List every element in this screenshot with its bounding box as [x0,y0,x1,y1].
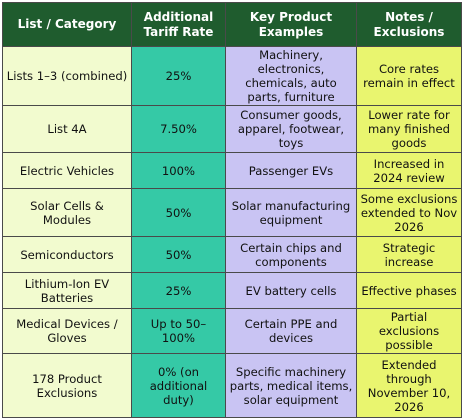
row-products: EV battery cells [225,272,357,309]
header-row: List / Category Additional Tariff Rate K… [2,2,462,47]
row-rate: 25% [131,46,226,106]
header-notes: Notes / Exclusions [356,2,462,47]
table-row: List 4A 7.50% Consumer goods, apparel, f… [2,105,462,153]
row-rate: Up to 50–100% [131,308,226,354]
row-notes: Extended through November 10, 2026 [356,353,462,418]
row-category: 178 Product Exclusions [2,353,132,418]
row-products: Solar manufacturing equipment [225,188,357,237]
row-category: Electric Vehicles [2,152,132,189]
table-row: Medical Devices / Gloves Up to 50–100% C… [2,308,462,354]
row-rate: 25% [131,272,226,309]
table-row: Solar Cells & Modules 50% Solar manufact… [2,188,462,237]
table-row: Lists 1–3 (combined) 25% Machinery, elec… [2,46,462,106]
row-products: Machinery, electronics, chemicals, auto … [225,46,357,106]
row-category: Lithium-Ion EV Batteries [2,272,132,309]
row-rate: 100% [131,152,226,189]
header-category: List / Category [2,2,132,47]
row-category: Semiconductors [2,236,132,273]
row-category: Lists 1–3 (combined) [2,46,132,106]
row-rate: 0% (on additional duty) [131,353,226,418]
row-rate: 50% [131,236,226,273]
row-products: Specific machinery parts, medical items,… [225,353,357,418]
row-notes: Core rates remain in effect [356,46,462,106]
table-row: 178 Product Exclusions 0% (on additional… [2,353,462,418]
row-notes: Increased in 2024 review [356,152,462,189]
row-category: List 4A [2,105,132,153]
table-row: Electric Vehicles 100% Passenger EVs Inc… [2,152,462,189]
row-notes: Partial exclusions possible [356,308,462,354]
row-rate: 50% [131,188,226,237]
row-products: Consumer goods, apparel, footwear, toys [225,105,357,153]
header-rate: Additional Tariff Rate [131,2,226,47]
row-products: Passenger EVs [225,152,357,189]
row-products: Certain PPE and devices [225,308,357,354]
row-category: Medical Devices / Gloves [2,308,132,354]
row-notes: Some exclusions extended to Nov 2026 [356,188,462,237]
table-row: Semiconductors 50% Certain chips and com… [2,236,462,273]
table-row: Lithium-Ion EV Batteries 25% EV battery … [2,272,462,309]
row-notes: Effective phases [356,272,462,309]
row-notes: Lower rate for many finished goods [356,105,462,153]
row-rate: 7.50% [131,105,226,153]
row-category: Solar Cells & Modules [2,188,132,237]
header-products: Key Product Examples [225,2,357,47]
row-notes: Strategic increase [356,236,462,273]
row-products: Certain chips and components [225,236,357,273]
